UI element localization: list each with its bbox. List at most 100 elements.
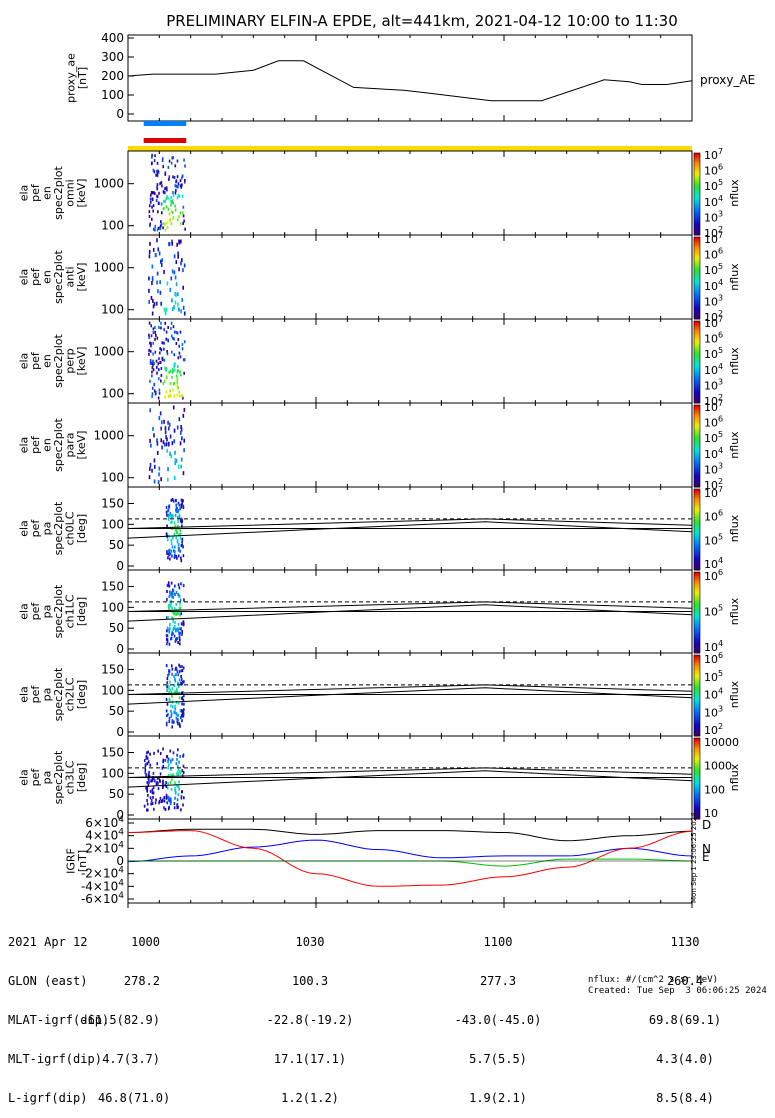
energy-spec-3-pixel: [151, 395, 153, 399]
pitch-angle-4-colorbar-segment: [694, 808, 700, 812]
energy-spec-1-pixel: [181, 183, 183, 187]
energy-spec-1-pixel: [166, 195, 168, 199]
pitch-angle-4-ytick-label: 50: [109, 787, 124, 801]
energy-spec-4-pixel: [183, 438, 186, 443]
energy-spec-1-pixel: [155, 173, 157, 177]
pitch-angle-4-colorbar-segment: [694, 738, 700, 741]
energy-spec-3-ylabel-line: en: [40, 354, 53, 368]
proxy-ae-ylabel-line: proxy_ae: [64, 53, 77, 103]
energy-spec-1-pixel: [162, 207, 165, 211]
pitch-angle-1-pixel: [171, 520, 173, 524]
energy-spec-1-pixel: [168, 212, 171, 216]
pitch-angle-1-colorbar-segment: [694, 525, 700, 528]
pitch-angle-1-pixel: [172, 499, 175, 503]
pitch-angle-1-colorbar-segment: [694, 539, 700, 543]
pitch-angle-2-pixel: [171, 630, 174, 634]
pitch-angle-1-pixel: [180, 505, 183, 509]
pitch-angle-1-ylabel-line: [deg]: [75, 514, 88, 543]
pitch-angle-2-pixel: [173, 634, 176, 638]
energy-spec-1-pixel: [172, 201, 175, 205]
pitch-angle-3-pixel: [173, 674, 175, 678]
pitch-angle-1-pixel: [174, 545, 176, 549]
energy-spec-3-colorbar-segment: [694, 343, 700, 347]
energy-spec-1-pixel: [165, 221, 168, 225]
energy-spec-1-pixel: [171, 211, 174, 215]
pitch-angle-2-pixel: [179, 642, 181, 646]
pitch-angle-3-colorbar-segment: [694, 685, 700, 688]
energy-spec-3-pixel: [162, 382, 165, 386]
energy-spec-4-colorbar-segment: [694, 437, 700, 441]
energy-spec-1-pixel: [153, 170, 156, 174]
pitch-angle-4-colorbar-segment: [694, 804, 700, 808]
pitch-angle-3-pixel: [168, 672, 170, 676]
pitch-angle-1-pixel: [178, 513, 181, 517]
pitch-angle-2-colorbar-segment: [694, 572, 700, 575]
energy-spec-1-pixel: [180, 185, 183, 189]
pitch-angle-2-pixel: [165, 634, 168, 638]
energy-spec-1-pixel: [163, 222, 165, 226]
pitch-angle-2-pixel: [169, 593, 172, 597]
pitch-angle-4-ytick-label: 100: [101, 766, 124, 780]
plot-title: PRELIMINARY ELFIN-A EPDE, alt=441km, 202…: [166, 12, 678, 30]
pitch-angle-3-colorbar-segment: [694, 725, 700, 729]
pitch-angle-1-pixel: [181, 524, 183, 528]
pitch-angle-1-colorbar-segment: [694, 521, 700, 524]
energy-spec-3-pixel: [164, 395, 166, 399]
energy-spec-3-pixel: [148, 348, 150, 352]
energy-spec-2-pixel: [155, 301, 158, 306]
energy-spec-3-pixel: [183, 371, 185, 375]
pitch-angle-2-pixel: [175, 590, 178, 594]
pitch-angle-1-pixel: [168, 513, 171, 517]
pitch-angle-1-pixel: [175, 555, 177, 559]
pitch-angle-1-colorbar-segment: [694, 493, 700, 496]
pitch-angle-2-colorbar-segment: [694, 650, 700, 654]
pitch-angle-3-colorbar-segment: [694, 657, 700, 660]
energy-spec-3-colorbar-segment: [694, 394, 700, 398]
pitch-angle-1-pixel: [177, 508, 180, 512]
energy-spec-3-pixel: [165, 367, 168, 371]
pitch-angle-3-cbar-label: 106: [704, 651, 723, 666]
pitch-angle-1-pixel: [173, 521, 176, 525]
energy-spec-1-pixel: [151, 153, 153, 157]
energy-spec-2-colorbar-segment: [694, 237, 700, 240]
energy-spec-1-pixel: [159, 182, 161, 186]
energy-spec-1-pixel: [159, 224, 162, 228]
energy-spec-1-pixel: [183, 158, 185, 162]
pitch-angle-1-pixel: [166, 513, 168, 517]
pitch-angle-2-ylabel-line: ela: [17, 603, 30, 620]
pitch-angle-3-colorbar-segment: [694, 697, 700, 701]
energy-spec-4-pixel: [160, 438, 163, 443]
energy-spec-3-colorbar-segment: [694, 364, 700, 367]
pitch-angle-4-pixel: [167, 763, 170, 767]
energy-spec-4-pixel: [158, 466, 161, 471]
pitch-angle-2-colorbar-segment: [694, 594, 700, 597]
pitch-angle-1-colorbar-segment: [694, 541, 700, 545]
energy-spec-4-colorbar-segment: [694, 448, 700, 451]
energy-spec-2-ylabel-line: anti: [63, 266, 76, 287]
energy-spec-2-pixel: [176, 242, 178, 247]
pitch-angle-4-pixel: [180, 795, 183, 799]
energy-spec-2-pixel: [151, 281, 153, 286]
energy-spec-4-pixel: [153, 458, 156, 463]
pitch-angle-3-pixel: [178, 721, 180, 725]
energy-spec-1-colorbar-segment: [694, 179, 700, 183]
pitch-angle-4-pixel: [169, 802, 172, 806]
energy-spec-1-pixel: [148, 210, 151, 214]
pitch-angle-2-pixel: [178, 586, 181, 590]
pitch-angle-3-ytick-label: 150: [101, 663, 124, 677]
pitch-angle-3-pixel: [166, 702, 169, 706]
pitch-angle-3-pixel: [171, 687, 174, 691]
pitch-angle-1-pixel: [165, 505, 168, 509]
energy-spec-1-pixel: [152, 209, 154, 213]
energy-spec-3-pixel: [165, 330, 168, 334]
energy-spec-1-pixel: [164, 187, 166, 191]
igrf-side-timestamp: Mon Sep 1 23:06:25 2024: [690, 812, 698, 903]
pitch-angle-2-pixel: [177, 641, 179, 645]
energy-spec-4-colorbar-segment: [694, 439, 700, 443]
pitch-angle-1-cbar-label: 104: [704, 556, 723, 571]
pitch-angle-4-pixel: [162, 747, 164, 751]
pitch-angle-4-ylabel-line: spec2plot: [52, 750, 65, 804]
pitch-angle-3-pixel: [179, 709, 182, 713]
energy-spec-2-pixel: [174, 275, 177, 280]
pitch-angle-2-pixel: [168, 630, 171, 634]
